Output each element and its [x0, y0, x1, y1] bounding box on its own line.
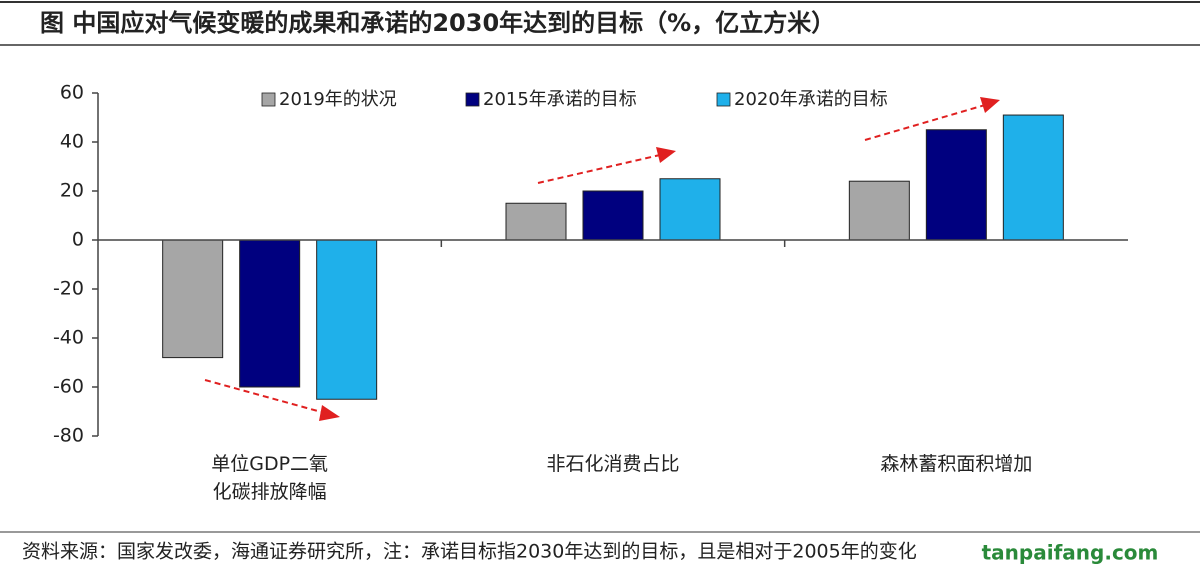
y-tick-label: -80: [53, 425, 84, 447]
bar: [1002, 114, 1064, 241]
y-tick-label: -40: [53, 327, 84, 349]
y-tick-label: 40: [60, 131, 84, 153]
bar: [505, 202, 567, 241]
y-tick-label: -20: [53, 278, 84, 300]
legend-label: 2015年承诺的目标: [483, 89, 637, 110]
y-tick-label: 20: [60, 180, 84, 202]
bar: [239, 239, 301, 388]
bar: [659, 178, 721, 241]
bar: [848, 180, 910, 241]
legend-label: 2020年承诺的目标: [734, 89, 888, 110]
x-tick-label: 非石化消费占比: [546, 453, 680, 475]
x-tick-label: 单位GDP二氧化碳排放降幅: [211, 453, 329, 503]
trend-arrows: [204, 104, 986, 414]
bar: [925, 129, 987, 241]
bar: [582, 190, 644, 241]
y-tick-label: 0: [72, 229, 84, 251]
legend-label: 2019年的状况: [279, 89, 397, 110]
legend-swatch: [261, 92, 276, 107]
source: 资料来源：国家发改委，海通证券研究所，注：承诺目标指2030年达到的目标，且是相…: [22, 541, 917, 563]
legend-swatch: [716, 92, 731, 107]
y-tick-label: -60: [53, 376, 84, 398]
bar: [162, 239, 224, 359]
legend-swatch: [465, 92, 480, 107]
watermark: tanpaifang.com: [982, 541, 1159, 565]
y-tick-label: 60: [60, 82, 84, 104]
arrow-heads: [319, 97, 1000, 421]
x-tick-label: 森林蓄积面积增加: [880, 453, 1033, 475]
chart-title: 图 中国应对气候变暖的成果和承诺的2030年达到的目标（%，亿立方米）: [40, 9, 835, 37]
bar: [316, 239, 378, 400]
